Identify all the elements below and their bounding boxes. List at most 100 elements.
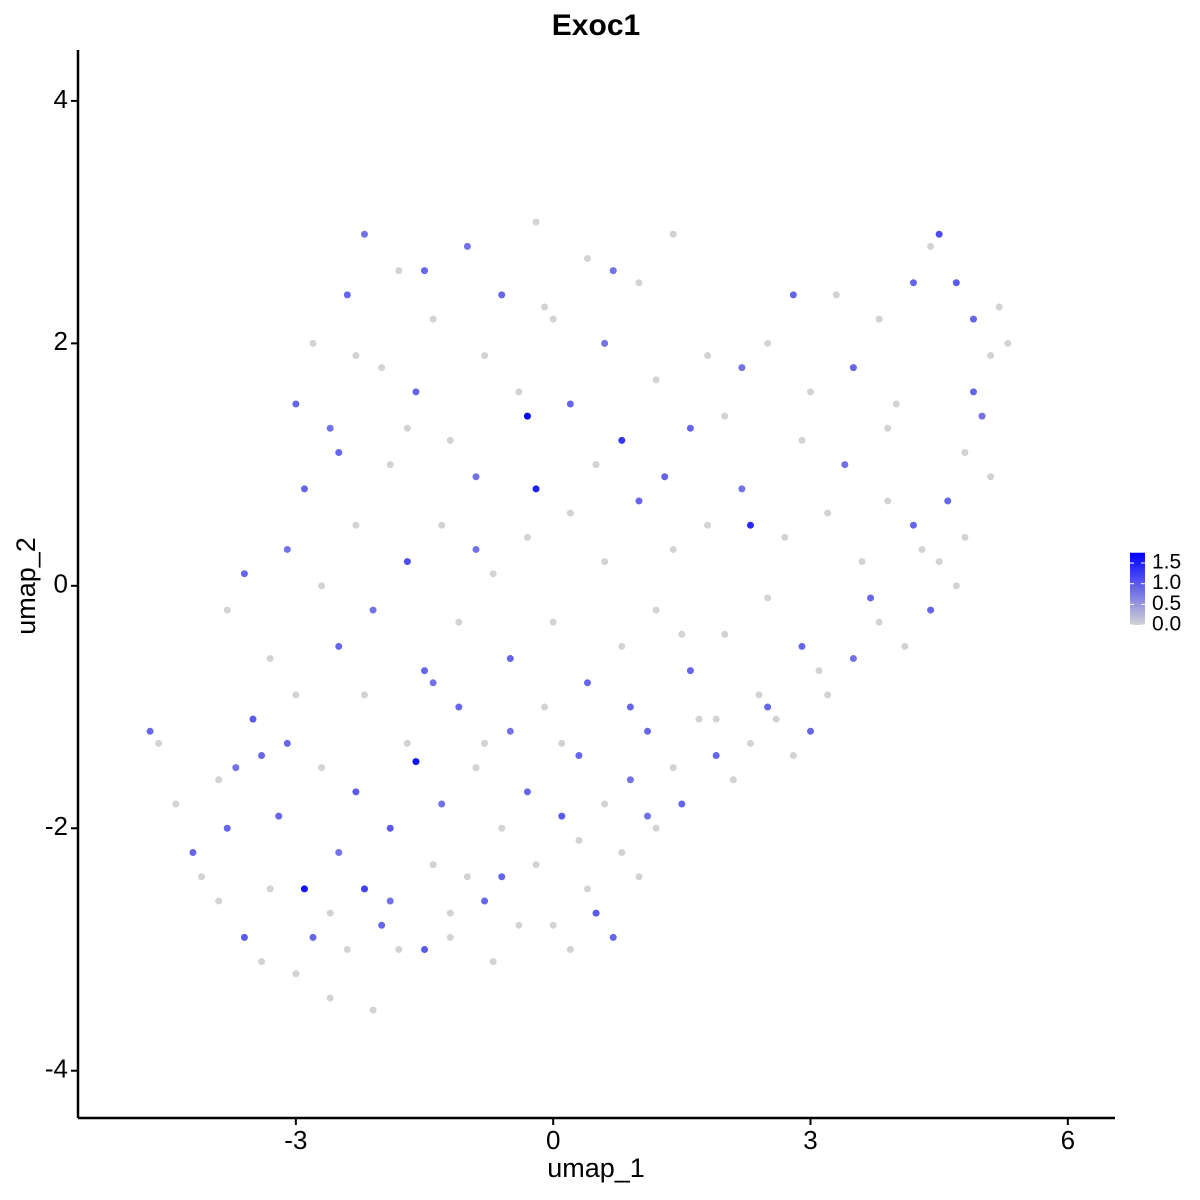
point: [609, 933, 617, 941]
point: [644, 812, 652, 820]
point: [232, 764, 240, 772]
point: [764, 703, 772, 711]
point: [935, 230, 943, 238]
point: [421, 945, 429, 953]
point: [1004, 339, 1012, 347]
point: [892, 400, 900, 408]
point: [952, 279, 960, 287]
point: [258, 958, 266, 966]
point: [824, 509, 832, 517]
point: [841, 461, 849, 469]
point: [626, 703, 634, 711]
point: [386, 461, 394, 469]
point: [240, 570, 248, 578]
point: [961, 448, 969, 456]
point: [909, 279, 917, 287]
point: [523, 412, 531, 420]
point: [944, 497, 952, 505]
y-tick-label: -4: [45, 1054, 68, 1084]
point: [644, 727, 652, 735]
point: [549, 921, 557, 929]
point: [541, 303, 549, 311]
point: [463, 242, 471, 250]
point: [335, 849, 343, 857]
point: [343, 291, 351, 299]
point: [635, 497, 643, 505]
point: [249, 715, 257, 723]
point: [309, 933, 317, 941]
point: [318, 582, 326, 590]
point: [523, 533, 531, 541]
point: [764, 594, 772, 602]
point: [764, 339, 772, 347]
point: [686, 667, 694, 675]
point: [300, 485, 308, 493]
point: [995, 303, 1003, 311]
point: [832, 291, 840, 299]
point: [343, 945, 351, 953]
point: [927, 606, 935, 614]
colorbar-label: 1.5: [1152, 551, 1181, 574]
point: [489, 958, 497, 966]
y-tick-label: 2: [54, 326, 68, 356]
point: [678, 630, 686, 638]
point: [412, 758, 420, 766]
point: [489, 570, 497, 578]
point: [935, 558, 943, 566]
point: [798, 642, 806, 650]
point: [472, 545, 480, 553]
point: [326, 909, 334, 917]
point: [712, 715, 720, 723]
point: [601, 800, 609, 808]
point: [532, 861, 540, 869]
point: [712, 752, 720, 760]
x-axis-label: umap_1: [547, 1153, 645, 1183]
point: [558, 739, 566, 747]
point: [275, 812, 283, 820]
point: [661, 473, 669, 481]
point: [746, 739, 754, 747]
point: [678, 800, 686, 808]
point: [403, 424, 411, 432]
point: [772, 715, 780, 723]
point: [446, 436, 454, 444]
point: [498, 824, 506, 832]
point: [189, 849, 197, 857]
point: [961, 533, 969, 541]
point: [523, 788, 531, 796]
point: [481, 739, 489, 747]
point: [223, 824, 231, 832]
point: [635, 873, 643, 881]
point: [386, 897, 394, 905]
point: [669, 230, 677, 238]
point: [875, 315, 883, 323]
point: [652, 376, 660, 384]
point: [395, 945, 403, 953]
point: [849, 655, 857, 663]
point: [721, 412, 729, 420]
point: [352, 521, 360, 529]
point: [369, 1006, 377, 1014]
point: [412, 388, 420, 396]
point: [378, 364, 386, 372]
point: [729, 776, 737, 784]
point: [583, 679, 591, 687]
point: [378, 921, 386, 929]
point: [815, 667, 823, 675]
point: [695, 715, 703, 723]
point: [686, 424, 694, 432]
point: [807, 388, 815, 396]
point: [549, 315, 557, 323]
point: [824, 691, 832, 699]
point: [789, 752, 797, 760]
point: [515, 921, 523, 929]
point: [618, 436, 626, 444]
point: [738, 485, 746, 493]
point: [566, 945, 574, 953]
point: [352, 788, 360, 796]
point: [875, 618, 883, 626]
y-tick-label: 4: [54, 84, 68, 114]
point: [669, 545, 677, 553]
point: [292, 691, 300, 699]
